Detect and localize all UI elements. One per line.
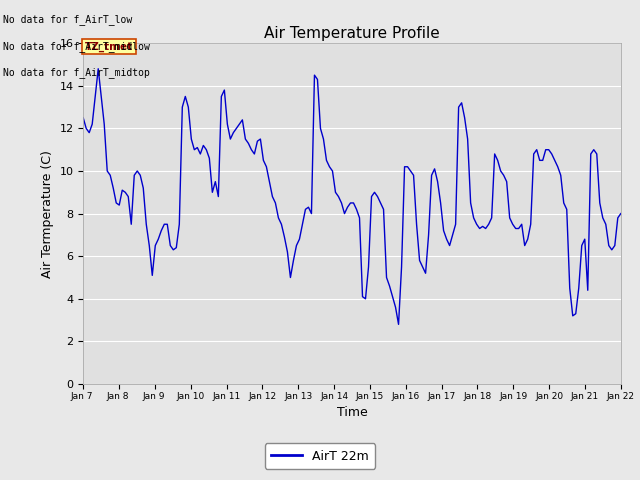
Text: No data for f_AirT_low: No data for f_AirT_low (3, 14, 132, 25)
X-axis label: Time: Time (337, 406, 367, 419)
Text: No data for f_AirT_midtop: No data for f_AirT_midtop (3, 67, 150, 78)
Title: Air Temperature Profile: Air Temperature Profile (264, 25, 440, 41)
Text: TZ_tmet: TZ_tmet (85, 42, 133, 52)
Legend: AirT 22m: AirT 22m (265, 444, 375, 469)
Y-axis label: Air Termperature (C): Air Termperature (C) (41, 150, 54, 277)
Text: No data for f_AirT_midlow: No data for f_AirT_midlow (3, 41, 150, 52)
